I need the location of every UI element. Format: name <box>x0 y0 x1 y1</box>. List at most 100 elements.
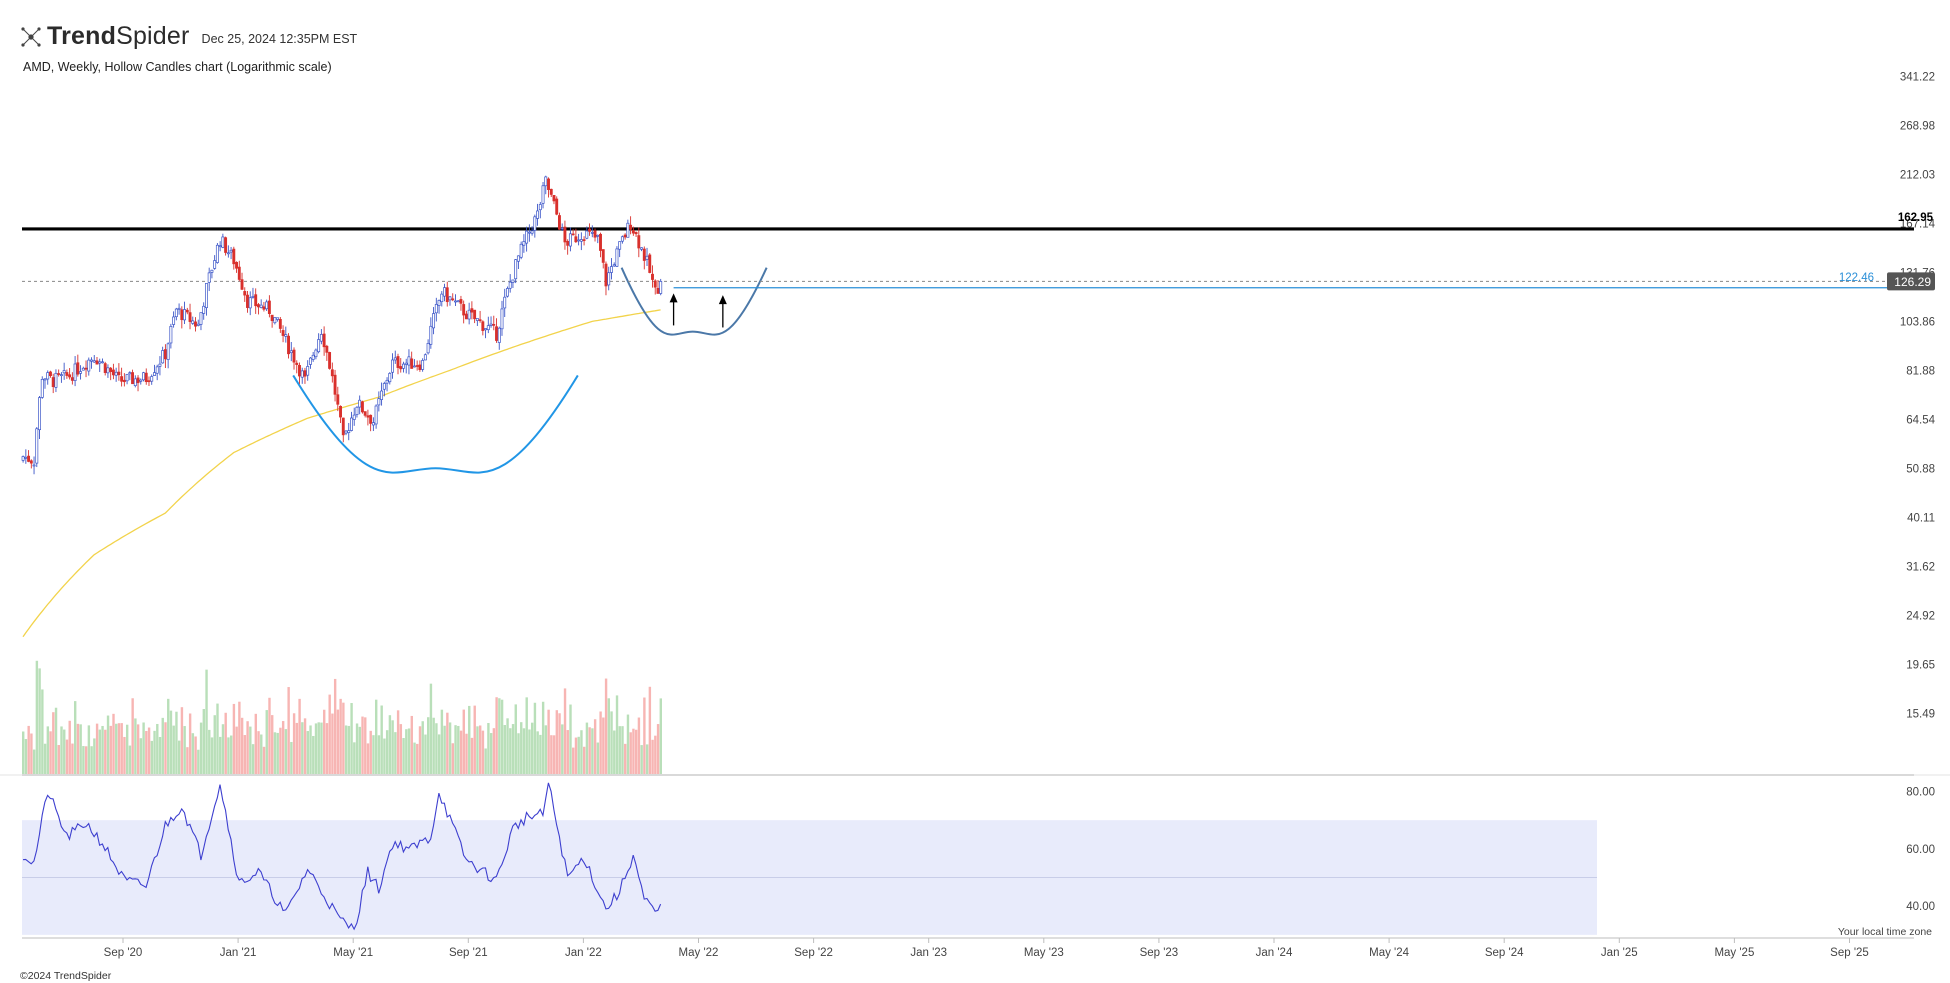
volume-bar <box>385 730 389 775</box>
x-tick-label: Sep '25 <box>1830 947 1869 959</box>
volume-bar <box>656 724 660 775</box>
volume-bar <box>147 727 151 775</box>
volume-bar <box>427 717 430 775</box>
candle-body <box>308 357 312 365</box>
volume-bar <box>405 729 408 775</box>
y-tick-label: 40.11 <box>1907 513 1935 525</box>
candle-body <box>426 343 430 354</box>
rsi-tick-label: 40.00 <box>1906 901 1935 913</box>
volume-bar <box>95 723 99 775</box>
volume-bar <box>210 737 214 775</box>
volume-bar <box>139 738 143 775</box>
rsi-axis: 80.00 60.00 40.00 <box>1906 786 1935 913</box>
volume-bar <box>292 713 296 775</box>
candle-body <box>415 365 419 367</box>
candle-body <box>333 374 337 395</box>
volume-bar <box>63 729 66 775</box>
candle-body <box>574 236 578 243</box>
candle-body <box>593 230 597 238</box>
volume-bar <box>249 726 252 775</box>
candle-body <box>437 300 441 306</box>
candle-body <box>506 288 509 297</box>
volume-bar <box>643 697 646 775</box>
candle-body <box>560 227 564 230</box>
volume-bar <box>131 698 134 775</box>
x-axis: Sep '20 Jan '21 May '21 Sep '21 Jan '22 May '… <box>104 938 1869 959</box>
candle-body <box>125 374 129 382</box>
candle-body <box>443 287 446 297</box>
candle-body <box>432 313 436 329</box>
candle-body <box>609 266 613 273</box>
candle-body <box>612 264 616 267</box>
candle-body <box>642 248 646 261</box>
volume-bar <box>167 698 170 775</box>
candle-body <box>590 232 594 234</box>
volume-bar <box>432 717 435 775</box>
volume-bar <box>202 709 206 775</box>
volume-bar <box>232 703 236 775</box>
volume-bar <box>221 724 225 775</box>
candle-body <box>46 372 50 380</box>
volume-bar <box>388 715 392 775</box>
volume-bar <box>79 724 82 775</box>
volume-bar <box>101 725 104 775</box>
candle-body <box>492 324 496 326</box>
volume-bar <box>46 726 50 775</box>
volume-bar <box>312 735 315 775</box>
volume-bar <box>93 738 96 775</box>
volume-bar <box>659 698 663 775</box>
volume-bar <box>219 736 222 775</box>
volume-bar <box>134 718 137 775</box>
volume-bar <box>205 669 208 775</box>
volume-bar <box>35 660 39 775</box>
candle-body <box>522 241 526 246</box>
volume-bar <box>528 729 531 775</box>
volume-bar <box>530 722 534 775</box>
candle-body <box>229 249 233 253</box>
volume-bar <box>410 715 413 775</box>
candle-body <box>237 266 241 280</box>
volume-bar <box>238 701 241 775</box>
candle-body <box>155 366 159 374</box>
candle-body <box>314 349 318 358</box>
volume-bar <box>459 730 463 775</box>
y-tick-label: 341.22 <box>1900 72 1935 84</box>
candle-body <box>615 248 619 267</box>
x-tick-label: May '23 <box>1024 947 1064 959</box>
timezone-note: Your local time zone <box>1837 926 1932 938</box>
volume-bar <box>284 729 288 775</box>
candle-body <box>232 248 236 265</box>
candle-body <box>254 294 258 307</box>
candle-body <box>519 243 523 258</box>
volume-bar <box>607 698 611 775</box>
arrow-up-icon <box>718 295 727 305</box>
candle-body <box>530 230 534 234</box>
volume-bar <box>648 686 652 775</box>
volume-bar <box>582 746 586 775</box>
candle-body <box>144 372 148 383</box>
volume-bar <box>208 729 211 775</box>
candle-body <box>451 298 455 301</box>
volume-bar <box>621 726 624 775</box>
volume-bar <box>645 744 649 775</box>
candle-body <box>475 318 479 321</box>
volume-bar <box>52 712 55 775</box>
candle-body <box>563 226 567 243</box>
candle-body <box>388 373 392 383</box>
candle-body <box>497 327 501 343</box>
volume-bar <box>355 723 359 775</box>
candle-body <box>533 216 537 231</box>
x-tick-label: May '24 <box>1369 947 1410 959</box>
volume-bar <box>262 746 266 775</box>
candle-body <box>659 281 663 294</box>
volume-bar <box>593 719 597 775</box>
volume-bar <box>596 742 600 775</box>
volume-bar <box>509 728 512 775</box>
volume-bar <box>544 725 548 775</box>
candle-body <box>256 304 260 308</box>
candle-body <box>503 296 507 309</box>
volume-bar <box>295 722 299 775</box>
candle-body <box>525 230 529 244</box>
candle-body <box>385 379 389 384</box>
